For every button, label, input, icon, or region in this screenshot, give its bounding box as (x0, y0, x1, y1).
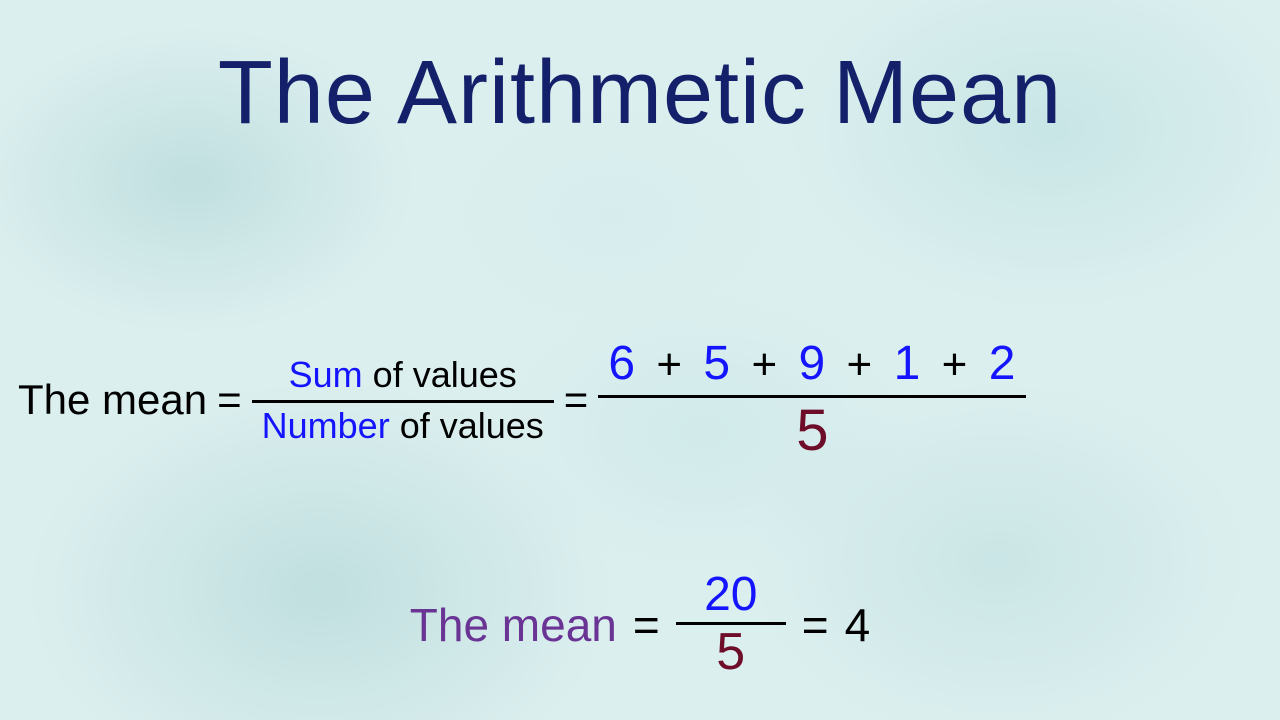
of-values-2: of values (390, 405, 544, 446)
plus-sign: + (751, 340, 778, 389)
equals-sign: = (217, 376, 242, 424)
numeric-numerator: 6 + 5 + 9 + 1 + 2 (598, 336, 1026, 391)
eq1-lhs: The mean (18, 376, 207, 424)
value-4: 2 (989, 337, 1017, 390)
number-word: Number (262, 405, 390, 446)
plus-sign: + (656, 340, 683, 389)
value-1: 5 (703, 337, 731, 390)
value-3: 1 (894, 337, 922, 390)
page-title: The Arithmetic Mean (0, 42, 1280, 145)
value-2: 9 (799, 337, 827, 390)
result-numerator: 20 (690, 570, 771, 620)
result-fraction: 20 5 (676, 570, 786, 680)
definition-denominator: Number of values (252, 405, 554, 446)
plus-sign: + (847, 340, 874, 389)
result-denominator: 5 (702, 625, 759, 680)
equals-sign: = (802, 598, 829, 652)
definition-fraction: Sum of values Number of values (252, 354, 554, 446)
eq2-lhs: The mean (410, 598, 617, 652)
equation-line-2: The mean = 20 5 = 4 (0, 560, 1280, 690)
numeric-denominator: 5 (786, 398, 838, 465)
equals-sign: = (564, 376, 589, 424)
equation-line-1: The mean = Sum of values Number of value… (18, 330, 1026, 470)
sum-word: Sum (289, 354, 363, 395)
plus-sign: + (942, 340, 969, 389)
equals-sign: = (633, 598, 660, 652)
result-value: 4 (845, 598, 871, 652)
of-values-1: of values (363, 354, 517, 395)
numeric-fraction: 6 + 5 + 9 + 1 + 2 5 (598, 336, 1026, 465)
definition-numerator: Sum of values (279, 354, 527, 395)
fraction-bar (252, 400, 554, 403)
value-0: 6 (608, 337, 636, 390)
